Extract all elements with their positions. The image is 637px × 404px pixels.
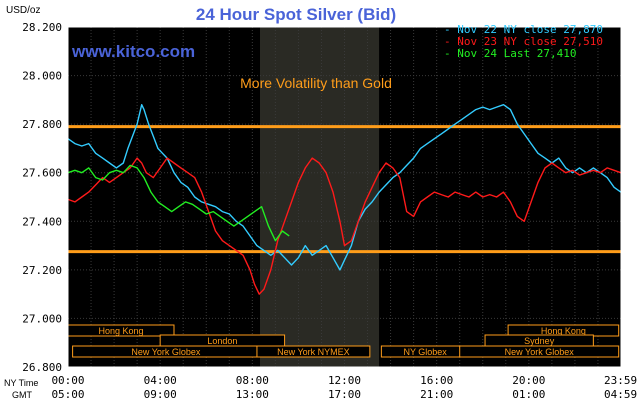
series-line bbox=[67, 157, 622, 295]
unit-label: USD/oz bbox=[6, 5, 40, 16]
x-tick-label-ny: 00:00 bbox=[51, 374, 84, 387]
market-session-label: Hong Kong bbox=[98, 326, 143, 336]
x-axis-labels: 00:00 04:00 08:00 12:00 16:00 20:00 23:59 05:00… bbox=[51, 374, 637, 401]
y-tick-label: 27.800 bbox=[22, 118, 62, 131]
market-session-box bbox=[256, 345, 371, 358]
x-tick-label-gmt: 05:00 bbox=[51, 388, 84, 401]
market-session-box bbox=[459, 345, 620, 358]
timestamp: November 24, 2010 09:46 bbox=[460, 10, 612, 23]
market-session-label: New York Globex bbox=[505, 347, 575, 357]
x-tick-label-ny: 08:00 bbox=[236, 374, 269, 387]
market-sessions-layer: Hong Kong London New York Globex New York N… bbox=[67, 324, 620, 358]
x-tick-label-ny: 16:00 bbox=[420, 374, 453, 387]
x-tick-label-ny: 23:59 bbox=[604, 374, 637, 387]
series-layer bbox=[67, 103, 622, 295]
x-tick-label-ny: 20:00 bbox=[512, 374, 545, 387]
y-tick-label: 27.400 bbox=[22, 215, 62, 228]
shaded-session bbox=[260, 27, 380, 367]
y-tick-label: 26.800 bbox=[22, 361, 62, 374]
market-session-label: Sydney bbox=[524, 336, 555, 346]
market-session-label: New York Globex bbox=[131, 347, 201, 357]
site-url: www.kitco.com bbox=[71, 42, 195, 61]
plot-frame bbox=[67, 26, 622, 368]
market-session-label: Hong Kong bbox=[541, 326, 586, 336]
y-tick-label: 28.200 bbox=[22, 21, 62, 34]
legend-entry: - Nov 22 NY close 27,870 bbox=[444, 23, 603, 36]
y-tick-label: 28.000 bbox=[22, 70, 62, 83]
x-tick-label-gmt: 17:00 bbox=[328, 388, 361, 401]
annotation: More Volatility than Gold bbox=[240, 75, 392, 91]
x-tick-label-gmt: 09:00 bbox=[144, 388, 177, 401]
y-axis-labels: 28.200 28.000 27.800 27.600 27.400 27.200 27.0… bbox=[22, 21, 62, 374]
ny-time-label: NY Time bbox=[4, 378, 38, 388]
reference-lines-layer bbox=[68, 125, 621, 254]
y-tick-label: 27.600 bbox=[22, 167, 62, 180]
series-line bbox=[67, 103, 622, 271]
market-session-label: London bbox=[207, 336, 237, 346]
shaded-period-layer bbox=[260, 27, 380, 367]
legend: - Nov 22 NY close 27,870- Nov 23 NY clos… bbox=[444, 23, 603, 60]
x-tick-label-ny: 12:00 bbox=[328, 374, 361, 387]
x-tick-label-gmt: 01:00 bbox=[512, 388, 545, 401]
market-session-label: NY Globex bbox=[403, 347, 447, 357]
series-line bbox=[67, 164, 290, 242]
x-tick-label-gmt: 04:59 bbox=[604, 388, 637, 401]
y-tick-label: 27.200 bbox=[22, 264, 62, 277]
market-session-label: New York NYMEX bbox=[277, 347, 350, 357]
legend-entry: - Nov 23 NY close 27,510 bbox=[444, 35, 603, 48]
chart-title: 24 Hour Spot Silver (Bid) bbox=[196, 5, 396, 24]
x-tick-label-ny: 04:00 bbox=[144, 374, 177, 387]
gmt-label: GMT bbox=[12, 390, 32, 400]
x-tick-label-gmt: 13:00 bbox=[236, 388, 269, 401]
y-tick-label: 27.000 bbox=[22, 312, 62, 325]
legend-entry: - Nov 24 Last 27,410 bbox=[444, 47, 576, 60]
x-tick-label-gmt: 21:00 bbox=[420, 388, 453, 401]
